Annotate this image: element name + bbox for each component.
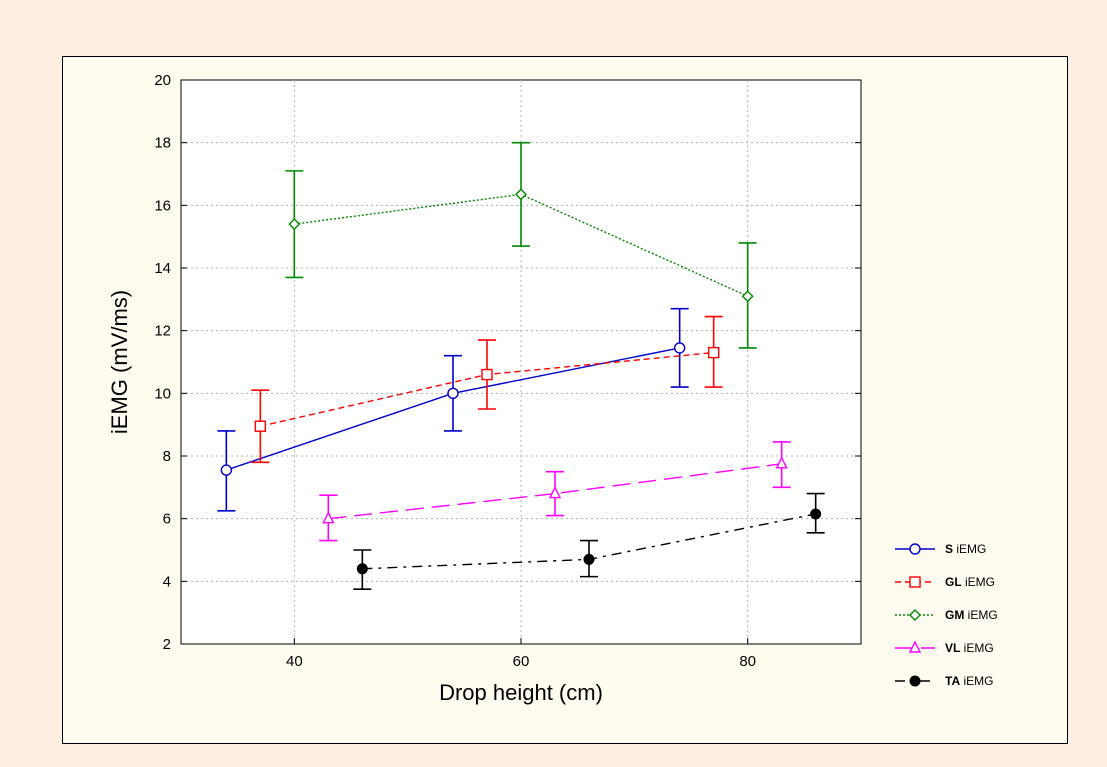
legend-label-gm: GM iEMG	[945, 608, 998, 622]
x-tick-label: 60	[513, 653, 530, 670]
y-axis-ticks: 2 4 6 8 10 12 14 16 18 20	[154, 72, 861, 653]
series-layer	[217, 141, 825, 590]
legend-series-name: GL	[945, 575, 962, 589]
legend-marker-s	[909, 543, 921, 555]
legend-series-name: TA	[945, 674, 960, 688]
x-tick-label: 40	[286, 653, 303, 670]
legend-series-suffix: iEMG	[953, 542, 986, 556]
legend-series-name: VL	[945, 641, 960, 655]
legend-series-suffix: iEMG	[964, 608, 997, 622]
data-point-gm	[515, 188, 527, 201]
legend-label-gl: GL iEMG	[945, 575, 995, 589]
legend-item-vl: VL iEMG	[895, 640, 994, 655]
series-gm	[285, 141, 757, 349]
data-point-ta	[356, 563, 368, 575]
data-point-ta	[583, 553, 595, 565]
y-tick-label: 6	[163, 511, 171, 528]
data-point-gm	[741, 290, 754, 303]
legend-label-vl: VL iEMG	[945, 641, 994, 655]
data-point-gl	[481, 368, 493, 381]
series-vl	[319, 441, 791, 542]
data-point-ta	[810, 508, 822, 520]
y-tick-label: 10	[154, 385, 171, 402]
data-point-gl	[707, 346, 720, 359]
y-tick-label: 8	[163, 448, 171, 465]
data-point-vl	[322, 511, 335, 524]
legend-marker-vl	[908, 640, 922, 653]
legend-series-name: S	[945, 542, 953, 556]
y-tick-label: 2	[163, 636, 171, 653]
series-line-vl	[328, 463, 782, 520]
data-point-s	[673, 342, 686, 354]
data-point-vl	[548, 486, 562, 499]
legend-item-gl: GL iEMG	[895, 575, 995, 589]
legend-item-gm: GM iEMG	[895, 608, 998, 622]
chart-frame: 40 60 80 2 4 6 8 10 12 14 16 18 20 Drop height (cm)…	[62, 56, 1068, 744]
x-axis-ticks: 40 60 80	[286, 638, 756, 670]
data-point-gm	[288, 218, 301, 231]
legend-label-ta: TA iEMG	[945, 674, 993, 688]
legend-item-s: S iEMG	[895, 542, 986, 556]
legend-series-suffix: iEMG	[962, 575, 995, 589]
x-axis-title: Drop height (cm)	[439, 680, 603, 705]
y-tick-label: 16	[154, 197, 171, 214]
legend-marker-ta	[909, 675, 921, 687]
y-tick-label: 4	[163, 573, 171, 590]
y-tick-label: 18	[154, 135, 171, 152]
series-ta	[353, 492, 825, 590]
y-axis-title: iEMG (mV/ms)	[107, 290, 132, 434]
legend-series-suffix: iEMG	[960, 641, 993, 655]
data-point-gl	[254, 420, 267, 432]
y-tick-label: 20	[154, 72, 171, 89]
x-tick-label: 80	[739, 653, 756, 670]
data-point-vl	[775, 456, 788, 469]
chart-svg: 40 60 80 2 4 6 8 10 12 14 16 18 20 Drop height (cm)…	[107, 72, 998, 705]
data-point-s	[447, 387, 459, 400]
y-tick-label: 12	[154, 323, 171, 340]
series-gl	[251, 315, 723, 464]
legend-series-suffix: iEMG	[960, 674, 993, 688]
legend-marker-gl	[909, 576, 921, 588]
legend-item-ta: TA iEMG	[895, 674, 993, 688]
legend-series-name: GM	[945, 608, 964, 622]
y-tick-label: 14	[154, 260, 171, 277]
data-point-s	[220, 464, 233, 476]
legend-label-s: S iEMG	[945, 542, 986, 556]
legend-marker-gm	[909, 609, 921, 621]
